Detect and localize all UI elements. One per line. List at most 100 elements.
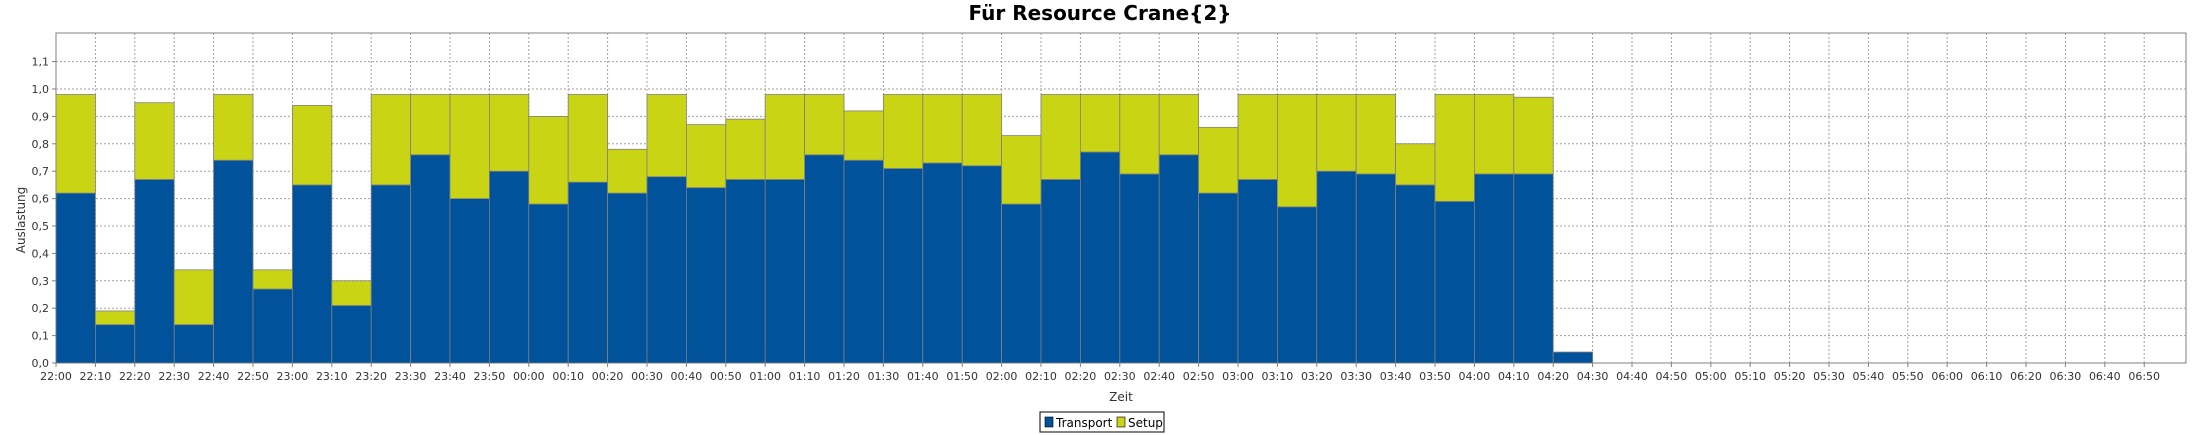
x-tick-label: 23:40 bbox=[434, 370, 466, 383]
x-tick-label: 22:20 bbox=[119, 370, 151, 383]
x-tick-label: 05:00 bbox=[1695, 370, 1727, 383]
bar-transport-0000 bbox=[528, 203, 569, 364]
x-tick-label: 23:30 bbox=[395, 370, 427, 383]
bar-transport-0240 bbox=[1158, 154, 1199, 364]
x-tick-label: 05:50 bbox=[1892, 370, 1924, 383]
bar-transport-0330 bbox=[1355, 173, 1396, 364]
bar-setup-2210 bbox=[95, 310, 136, 326]
y-tick-label: 0,7 bbox=[32, 165, 50, 178]
bar-setup-2330 bbox=[410, 94, 451, 156]
x-tick-label: 05:20 bbox=[1774, 370, 1806, 383]
x-tick-label: 02:40 bbox=[1143, 370, 1175, 383]
bar-setup-2220 bbox=[134, 102, 175, 180]
y-tick-label: 0,6 bbox=[32, 193, 50, 206]
y-tick-label: 0,0 bbox=[32, 357, 50, 370]
y-tick-label: 0,2 bbox=[32, 302, 50, 315]
bar-transport-0110 bbox=[804, 154, 845, 364]
x-tick-label: 01:40 bbox=[907, 370, 939, 383]
bar-setup-2230 bbox=[173, 269, 214, 326]
x-tick-label: 00:10 bbox=[552, 370, 584, 383]
x-tick-label: 02:10 bbox=[1025, 370, 1057, 383]
bar-setup-2240 bbox=[213, 94, 254, 161]
legend-swatch-setup bbox=[1116, 416, 1126, 428]
x-tick-label: 05:10 bbox=[1734, 370, 1766, 383]
x-tick-label: 03:40 bbox=[1380, 370, 1412, 383]
bar-setup-0230 bbox=[1119, 94, 1160, 175]
x-tick-label: 06:50 bbox=[2128, 370, 2160, 383]
y-tick-label: 0,5 bbox=[32, 220, 50, 233]
bar-setup-0220 bbox=[1080, 94, 1121, 153]
bar-transport-0410 bbox=[1513, 173, 1554, 364]
legend: Transport Setup bbox=[1039, 411, 1165, 433]
bar-setup-2350 bbox=[488, 94, 530, 172]
bar-transport-0300 bbox=[1237, 179, 1278, 364]
x-axis: 22:00 22:10 22:20 22:30 22:40 22:50 23:00 23:10… bbox=[40, 363, 2160, 383]
x-tick-label: 02:20 bbox=[1065, 370, 1097, 383]
bars bbox=[55, 94, 1593, 364]
bar-transport-0210 bbox=[1040, 179, 1081, 364]
bar-setup-0300 bbox=[1237, 94, 1278, 180]
y-tick-label: 0,8 bbox=[32, 138, 50, 151]
bar-setup-0320 bbox=[1316, 94, 1357, 172]
bar-transport-0340 bbox=[1395, 184, 1436, 364]
bar-transport-2230 bbox=[173, 324, 214, 364]
bar-setup-0050 bbox=[725, 118, 766, 180]
y-tick-label: 0,4 bbox=[32, 247, 50, 260]
bar-setup-0030 bbox=[646, 94, 687, 178]
bar-setup-0000 bbox=[528, 116, 569, 205]
x-tick-label: 00:40 bbox=[671, 370, 703, 383]
x-tick-label: 01:50 bbox=[946, 370, 978, 383]
bar-transport-0040 bbox=[686, 187, 727, 364]
bar-setup-0400 bbox=[1474, 94, 1515, 175]
x-tick-label: 06:20 bbox=[2010, 370, 2042, 383]
x-tick-label: 06:30 bbox=[2050, 370, 2082, 383]
bar-transport-0020 bbox=[607, 192, 648, 364]
x-tick-label: 01:20 bbox=[828, 370, 860, 383]
bar-transport-0250 bbox=[1198, 192, 1239, 364]
bar-setup-0330 bbox=[1355, 94, 1396, 175]
bar-setup-0150 bbox=[961, 94, 1003, 167]
x-tick-label: 00:30 bbox=[631, 370, 663, 383]
bar-setup-0200 bbox=[1001, 135, 1042, 205]
x-tick-label: 00:50 bbox=[710, 370, 742, 383]
bar-transport-2210 bbox=[95, 324, 136, 364]
bar-transport-2250 bbox=[252, 288, 293, 364]
bar-transport-2350 bbox=[488, 170, 530, 364]
x-tick-label: 03:00 bbox=[1222, 370, 1254, 383]
bar-transport-2200 bbox=[55, 192, 96, 364]
y-axis-label: Auslastung bbox=[14, 187, 28, 254]
x-tick-label: 22:40 bbox=[198, 370, 230, 383]
x-axis-label: Zeit bbox=[1109, 390, 1133, 404]
x-tick-label: 00:20 bbox=[592, 370, 624, 383]
bar-transport-2300 bbox=[291, 184, 333, 364]
x-tick-label: 01:00 bbox=[749, 370, 781, 383]
x-tick-label: 22:00 bbox=[40, 370, 72, 383]
x-tick-label: 03:10 bbox=[1262, 370, 1294, 383]
bar-transport-2340 bbox=[449, 198, 490, 364]
bar-transport-0310 bbox=[1277, 206, 1318, 364]
bar-transport-0220 bbox=[1080, 151, 1121, 364]
x-tick-label: 23:50 bbox=[474, 370, 506, 383]
y-tick-label: 0,1 bbox=[32, 330, 50, 343]
bar-setup-0250 bbox=[1198, 126, 1239, 194]
bar-transport-0200 bbox=[1001, 203, 1042, 364]
y-tick-label: 0,9 bbox=[32, 110, 50, 123]
x-tick-label: 04:10 bbox=[1498, 370, 1530, 383]
x-tick-label: 05:40 bbox=[1853, 370, 1885, 383]
bar-setup-0350 bbox=[1434, 94, 1475, 202]
x-tick-label: 06:40 bbox=[2089, 370, 2121, 383]
x-tick-label: 04:00 bbox=[1459, 370, 1491, 383]
bar-setup-2300 bbox=[291, 105, 333, 186]
x-tick-label: 00:00 bbox=[513, 370, 545, 383]
bar-setup-0020 bbox=[607, 148, 648, 194]
bar-setup-0010 bbox=[567, 94, 609, 183]
bar-transport-2220 bbox=[134, 179, 175, 364]
bar-setup-0140 bbox=[922, 94, 963, 164]
bar-setup-0240 bbox=[1158, 94, 1199, 156]
bar-transport-0350 bbox=[1434, 200, 1475, 364]
x-tick-label: 04:20 bbox=[1537, 370, 1569, 383]
x-tick-label: 01:30 bbox=[868, 370, 900, 383]
bar-setup-2250 bbox=[252, 269, 293, 290]
bar-transport-0100 bbox=[764, 179, 806, 364]
bar-transport-0030 bbox=[646, 176, 687, 364]
